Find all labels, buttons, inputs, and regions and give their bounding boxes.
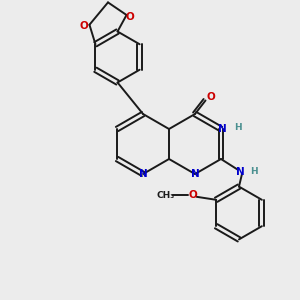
Text: N: N: [236, 167, 244, 177]
Text: N: N: [190, 169, 200, 179]
Text: O: O: [188, 190, 197, 200]
Text: H: H: [250, 167, 258, 176]
Text: H: H: [234, 123, 241, 132]
Text: N: N: [139, 169, 147, 179]
Text: O: O: [80, 21, 88, 31]
Text: N: N: [218, 124, 227, 134]
Text: O: O: [206, 92, 215, 102]
Text: CH₃: CH₃: [157, 191, 175, 200]
Text: O: O: [125, 11, 134, 22]
